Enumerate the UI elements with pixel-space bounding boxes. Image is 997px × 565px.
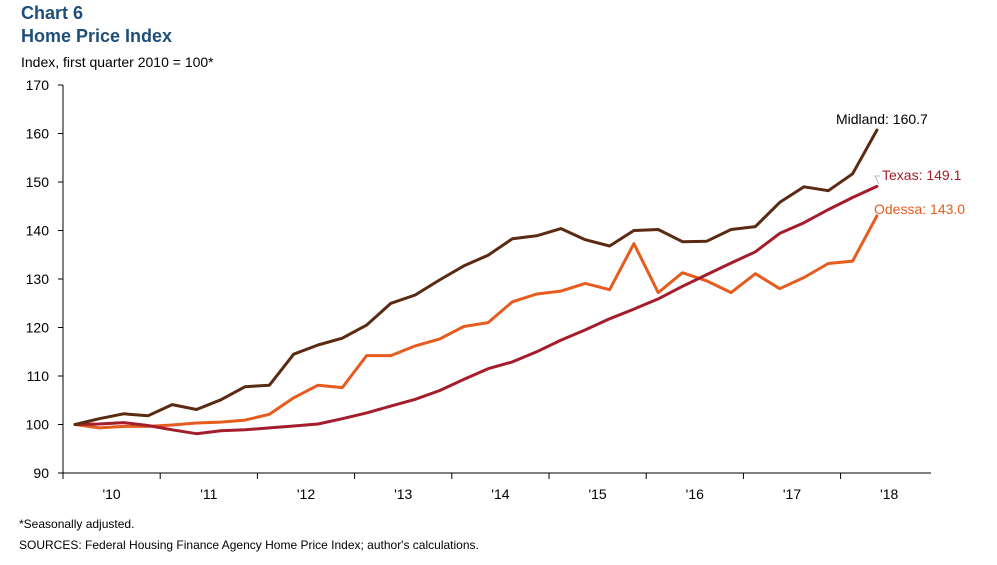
y-tick-label: 170	[26, 77, 50, 93]
x-tick-label: '10	[102, 486, 120, 502]
y-tick-label: 120	[26, 320, 50, 336]
texas-label-leader	[874, 175, 880, 185]
y-axis-unit-label: Index, first quarter 2010 = 100*	[21, 54, 214, 70]
chart-number: Chart 6	[21, 3, 84, 23]
end-label-odessa: Odessa: 143.0	[874, 201, 965, 217]
end-label-midland: Midland: 160.7	[836, 111, 928, 127]
y-tick-label: 90	[33, 465, 49, 481]
sources-note: SOURCES: Federal Housing Finance Agency …	[19, 538, 479, 552]
x-tick-label: '18	[880, 486, 898, 502]
x-tick-label: '11	[200, 486, 217, 502]
y-tick-label: 130	[26, 271, 50, 287]
end-label-texas: Texas: 149.1	[882, 167, 962, 183]
series-line-midland	[73, 128, 879, 426]
x-tick-label: '12	[297, 486, 315, 502]
x-tick-label: '14	[491, 486, 509, 502]
y-tick-label: 160	[26, 126, 50, 142]
seasonal-adjustment-note: *Seasonally adjusted.	[19, 517, 135, 531]
x-tick-label: '13	[394, 486, 412, 502]
series-line-texas	[73, 184, 879, 436]
chart-title: Home Price Index	[21, 26, 173, 46]
series-line-odessa	[73, 214, 879, 430]
x-tick-label: '17	[783, 486, 801, 502]
x-tick-label: '16	[686, 486, 704, 502]
y-tick-label: 150	[26, 174, 50, 190]
y-tick-label: 100	[26, 417, 50, 433]
y-tick-label: 110	[27, 368, 50, 384]
x-tick-label: '15	[588, 486, 606, 502]
y-tick-label: 140	[26, 223, 50, 239]
